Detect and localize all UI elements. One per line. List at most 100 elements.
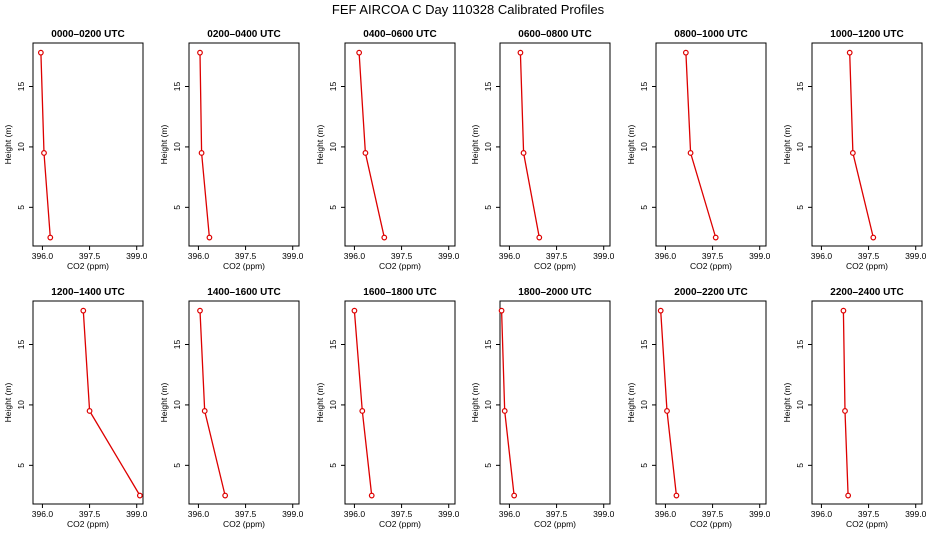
panel-10-y-tick-label: 15 <box>483 340 493 350</box>
panel-3-x-tick-label: 396.0 <box>344 251 366 261</box>
panel-7-title: 1200–1400 UTC <box>51 287 124 298</box>
panel-12-frame <box>811 300 923 505</box>
panel-4-data-point <box>517 49 524 56</box>
panel-11-data-point <box>657 307 664 314</box>
panel-8-data-point <box>222 492 229 499</box>
panel-7-x-axis-label: CO2 (ppm) <box>67 519 109 529</box>
panel-9-x-tick-label: 396.0 <box>344 509 366 519</box>
panel-7-y-tick-label: 15 <box>16 340 26 350</box>
panel-11-y-axis-label: Height (m) <box>626 383 636 423</box>
panel-9-x-tick-label: 399.0 <box>438 509 460 519</box>
panel-4-y-tick-label: 5 <box>483 205 493 210</box>
panel-10-y-tick-label: 10 <box>483 400 493 410</box>
panel-3-data-point <box>356 49 363 56</box>
panel-2-data-point <box>206 234 213 241</box>
panel-9-data-point <box>351 307 358 314</box>
panel-1-x-tick-label: 399.0 <box>126 251 148 261</box>
panel-11-data-point <box>664 408 670 414</box>
panel-12-title: 2200–2400 UTC <box>830 287 903 298</box>
panel-7-y-tick-label: 10 <box>16 400 26 410</box>
panel-12-data-point <box>845 492 852 499</box>
panel-6-data-point <box>846 49 853 56</box>
panel-11-y-tick-label: 10 <box>639 400 649 410</box>
panel-11-x-axis-label: CO2 (ppm) <box>690 519 732 529</box>
panel-7-data-point <box>136 492 143 499</box>
panel-12-x-tick-label: 397.5 <box>858 509 880 519</box>
panel-3-profile-line <box>358 52 385 238</box>
panel-11-x-tick-label: 397.5 <box>702 509 724 519</box>
panel-5-y-tick-label: 5 <box>639 205 649 210</box>
panel-9-y-tick-label: 5 <box>328 463 338 468</box>
panel-7-data-point <box>80 307 87 314</box>
panel-2-x-tick-label: 396.0 <box>188 251 210 261</box>
panel-3-y-tick-label: 10 <box>328 142 338 152</box>
panel-2-y-tick-label: 15 <box>172 82 182 92</box>
panel-7-y-tick-label: 5 <box>16 463 26 468</box>
panel-1-profile-line <box>40 52 51 238</box>
panel-7-frame <box>32 300 144 505</box>
panel-4-x-axis-label: CO2 (ppm) <box>534 261 576 271</box>
panel-3-data-point <box>381 234 388 241</box>
panel-7-x-tick-label: 396.0 <box>32 509 54 519</box>
panel-3-y-tick-label: 15 <box>328 82 338 92</box>
panel-10-title: 1800–2000 UTC <box>518 287 591 298</box>
panel-6-data-point <box>849 150 856 156</box>
panel-4-x-tick-label: 396.0 <box>499 251 521 261</box>
panel-8-x-tick-label: 397.5 <box>235 509 257 519</box>
panel-8-x-tick-label: 399.0 <box>282 509 304 519</box>
panel-8-y-tick-label: 10 <box>172 400 182 410</box>
panel-5-profile-line <box>685 52 717 238</box>
panel-5-x-tick-label: 397.5 <box>702 251 724 261</box>
panel-4-title: 0600–0800 UTC <box>518 29 591 40</box>
panel-11-x-tick-label: 399.0 <box>749 509 771 519</box>
panel-1-y-tick-label: 10 <box>16 142 26 152</box>
panel-7-x-tick-label: 399.0 <box>126 509 148 519</box>
panel-1-y-axis-label: Height (m) <box>3 125 13 165</box>
panel-8-y-tick-label: 5 <box>172 463 182 468</box>
panel-5-y-tick-label: 10 <box>639 142 649 152</box>
panel-4-y-tick-label: 10 <box>483 142 493 152</box>
panel-6-y-tick-label: 15 <box>795 82 805 92</box>
panel-8-frame <box>188 300 300 505</box>
panel-9-y-tick-label: 15 <box>328 340 338 350</box>
panel-2-data-point <box>197 49 203 56</box>
panel-6-y-tick-label: 5 <box>795 205 805 210</box>
panel-10-data-point <box>511 492 518 499</box>
panel-4-frame <box>499 42 611 247</box>
panel-9-y-axis-label: Height (m) <box>315 383 325 423</box>
panel-1-data-point <box>47 234 54 241</box>
panel-12-y-tick-label: 5 <box>795 463 805 468</box>
panel-1-y-tick-label: 5 <box>16 205 26 210</box>
panel-3-y-tick-label: 5 <box>328 205 338 210</box>
panel-8-y-axis-label: Height (m) <box>159 383 169 423</box>
panel-7-profile-line <box>82 310 141 496</box>
panel-11-title: 2000–2200 UTC <box>674 287 747 298</box>
panel-10-x-tick-label: 399.0 <box>593 509 615 519</box>
panel-5-frame <box>655 42 767 247</box>
panel-8-data-point <box>201 408 208 414</box>
panel-12-data-point <box>842 408 848 414</box>
panel-5-data-point <box>687 150 694 156</box>
panel-9-profile-line <box>353 310 373 496</box>
panel-4-data-point <box>520 150 527 156</box>
panel-2-y-tick-label: 5 <box>172 205 182 210</box>
panel-3-title: 0400–0600 UTC <box>363 29 436 40</box>
panel-6-x-tick-label: 399.0 <box>905 251 927 261</box>
panel-3-x-axis-label: CO2 (ppm) <box>379 261 421 271</box>
panel-4-data-point <box>536 234 543 241</box>
panel-1-data-point <box>37 49 44 56</box>
panel-8-title: 1400–1600 UTC <box>207 287 280 298</box>
panel-8-profile-line <box>199 310 226 496</box>
panel-2-profile-line <box>199 52 211 238</box>
panel-4-y-tick-label: 15 <box>483 82 493 92</box>
panel-11-x-tick-label: 396.0 <box>655 509 677 519</box>
panel-6-data-point <box>870 234 877 241</box>
panel-12-y-axis-label: Height (m) <box>782 383 792 423</box>
panel-9-x-axis-label: CO2 (ppm) <box>379 519 421 529</box>
panel-4-x-tick-label: 399.0 <box>593 251 615 261</box>
panel-11-frame <box>655 300 767 505</box>
panel-1-data-point <box>41 150 47 156</box>
panel-1-title: 0000–0200 UTC <box>51 29 124 40</box>
panel-8-data-point <box>197 307 203 314</box>
